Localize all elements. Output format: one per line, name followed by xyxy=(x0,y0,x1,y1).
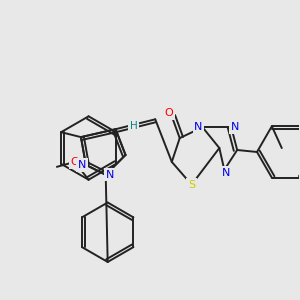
Text: H: H xyxy=(130,121,137,131)
Text: N: N xyxy=(231,122,239,132)
Text: N: N xyxy=(194,122,203,132)
Text: N: N xyxy=(222,168,230,178)
Text: S: S xyxy=(188,180,195,190)
Text: N: N xyxy=(106,170,114,180)
Text: O: O xyxy=(70,157,79,167)
Text: N: N xyxy=(78,160,86,170)
Text: O: O xyxy=(164,108,173,118)
